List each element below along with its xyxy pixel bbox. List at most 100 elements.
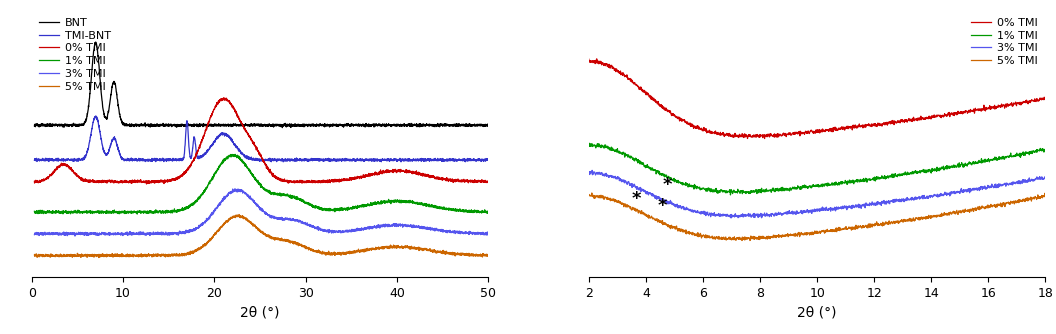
Line: 3% TMI: 3% TMI <box>35 189 488 236</box>
5% TMI <box>222 218 234 222</box>
3% TMI <box>482 232 494 236</box>
1% TMI <box>1039 149 1052 153</box>
5% TMI <box>843 226 855 230</box>
0% TMI <box>218 96 230 100</box>
BNT <box>90 40 102 44</box>
TMI-BNT <box>203 148 215 152</box>
5% TMI <box>618 203 630 207</box>
1% TMI <box>843 178 855 182</box>
Line: TMI-BNT: TMI-BNT <box>35 116 488 162</box>
1% TMI <box>29 209 41 213</box>
Line: 1% TMI: 1% TMI <box>35 154 488 214</box>
5% TMI <box>777 234 790 238</box>
0% TMI <box>425 175 437 179</box>
Text: *: * <box>657 197 666 215</box>
TMI-BNT <box>395 160 408 164</box>
0% TMI <box>1039 97 1052 101</box>
1% TMI <box>222 155 234 159</box>
0% TMI <box>80 179 93 183</box>
BNT <box>473 124 486 128</box>
BNT <box>276 126 288 130</box>
TMI-BNT <box>29 158 41 162</box>
5% TMI <box>107 255 119 259</box>
Text: *: * <box>663 176 673 194</box>
3% TMI <box>107 231 119 235</box>
Legend: 0% TMI, 1% TMI, 3% TMI, 5% TMI: 0% TMI, 1% TMI, 3% TMI, 5% TMI <box>969 16 1040 68</box>
Line: 5% TMI: 5% TMI <box>35 214 488 258</box>
Line: 5% TMI: 5% TMI <box>589 193 1045 240</box>
5% TMI <box>794 233 807 237</box>
BNT <box>29 124 41 128</box>
Line: 1% TMI: 1% TMI <box>589 143 1045 195</box>
3% TMI <box>29 233 41 237</box>
TMI-BNT <box>473 157 486 161</box>
1% TMI <box>787 185 799 189</box>
BNT <box>203 122 215 126</box>
0% TMI <box>473 180 486 184</box>
3% TMI <box>777 212 790 216</box>
1% TMI <box>80 210 93 214</box>
3% TMI <box>222 192 234 196</box>
1% TMI <box>229 152 242 156</box>
3% TMI <box>228 187 241 191</box>
3% TMI <box>1039 177 1052 181</box>
3% TMI <box>473 230 486 234</box>
0% TMI <box>203 121 215 125</box>
5% TMI <box>93 256 106 260</box>
1% TMI <box>794 185 807 189</box>
5% TMI <box>232 212 245 216</box>
3% TMI <box>637 188 649 192</box>
5% TMI <box>637 210 649 214</box>
TMI-BNT <box>90 114 102 118</box>
Line: 0% TMI: 0% TMI <box>589 59 1045 139</box>
0% TMI <box>583 57 596 61</box>
Legend: BNT, TMI-BNT, 0% TMI, 1% TMI, 3% TMI, 5% TMI: BNT, TMI-BNT, 0% TMI, 1% TMI, 3% TMI, 5%… <box>37 16 113 94</box>
BNT <box>107 81 119 85</box>
1% TMI <box>724 193 737 197</box>
3% TMI <box>787 212 799 216</box>
0% TMI <box>140 182 153 186</box>
Line: 0% TMI: 0% TMI <box>35 98 488 184</box>
BNT <box>425 123 437 127</box>
0% TMI <box>590 57 603 61</box>
0% TMI <box>222 99 234 103</box>
0% TMI <box>794 131 807 135</box>
1% TMI <box>637 162 649 166</box>
TMI-BNT <box>80 153 93 157</box>
BNT <box>482 124 494 128</box>
TMI-BNT <box>425 158 437 162</box>
3% TMI <box>724 216 737 220</box>
5% TMI <box>473 253 486 257</box>
5% TMI <box>585 191 598 195</box>
5% TMI <box>203 239 215 243</box>
1% TMI <box>473 210 486 214</box>
3% TMI <box>794 209 807 213</box>
Line: 3% TMI: 3% TMI <box>589 170 1045 218</box>
3% TMI <box>203 218 215 222</box>
5% TMI <box>743 238 756 242</box>
0% TMI <box>482 180 494 184</box>
5% TMI <box>29 253 41 257</box>
1% TMI <box>203 183 215 187</box>
0% TMI <box>618 74 630 78</box>
X-axis label: 2θ (°): 2θ (°) <box>797 306 836 320</box>
5% TMI <box>482 254 494 258</box>
Line: BNT: BNT <box>35 42 488 128</box>
5% TMI <box>787 233 799 237</box>
1% TMI <box>482 211 494 215</box>
3% TMI <box>618 181 630 185</box>
1% TMI <box>618 153 630 157</box>
1% TMI <box>425 204 437 208</box>
TMI-BNT <box>482 158 494 162</box>
0% TMI <box>758 137 771 141</box>
3% TMI <box>69 234 81 238</box>
0% TMI <box>637 90 649 94</box>
1% TMI <box>583 143 596 147</box>
1% TMI <box>777 187 790 191</box>
5% TMI <box>1039 194 1052 198</box>
TMI-BNT <box>222 135 234 139</box>
0% TMI <box>107 180 119 184</box>
0% TMI <box>29 179 41 183</box>
3% TMI <box>843 204 855 208</box>
0% TMI <box>787 131 799 135</box>
